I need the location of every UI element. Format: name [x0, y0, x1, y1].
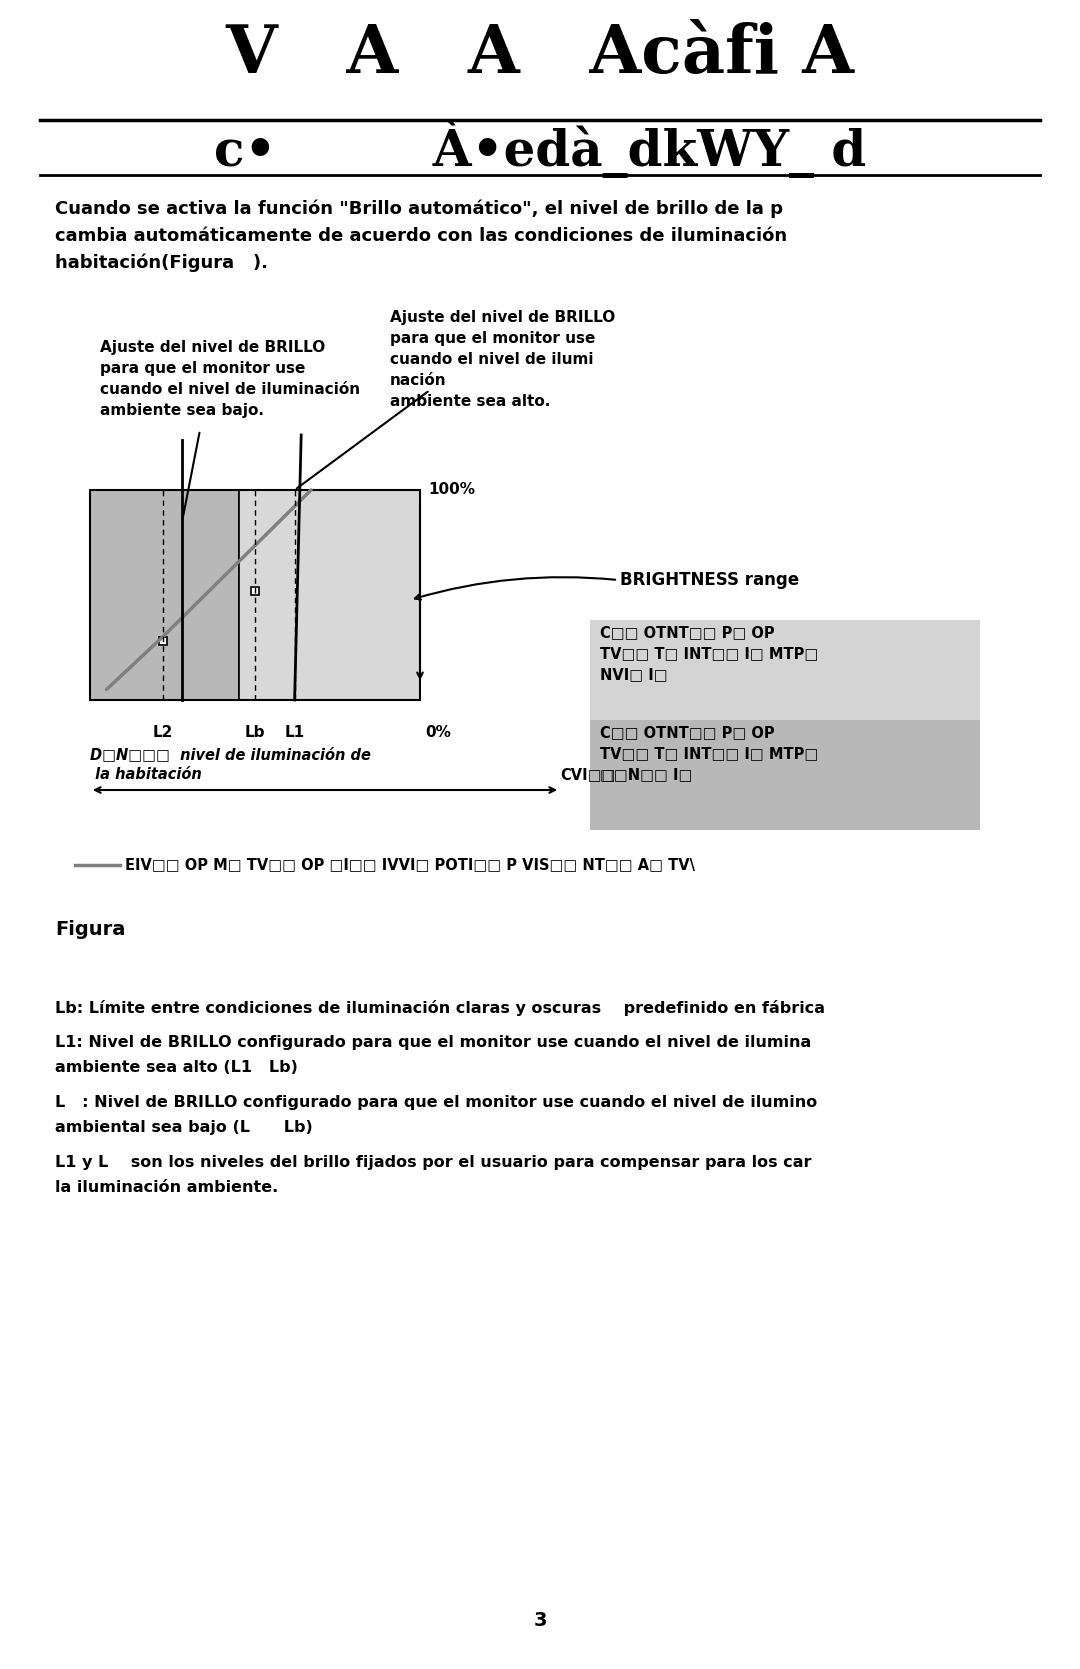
Text: 0%: 0% [426, 724, 450, 739]
Text: 100%: 100% [428, 482, 475, 497]
Text: L   : Nivel de BRILLO configurado para que el monitor use cuando el nivel de ilu: L : Nivel de BRILLO configurado para que… [55, 1095, 818, 1110]
Text: Lb: Lb [245, 724, 266, 739]
Text: Lb: Límite entre condiciones de iluminación claras y oscuras    predefinido en f: Lb: Límite entre condiciones de iluminac… [55, 1000, 825, 1016]
Bar [239, 491, 420, 699]
Text: CVI□□: CVI□□ [561, 768, 616, 783]
Text: Ajuste del nivel de BRILLO
para que el monitor use
cuando el nivel de ilumi
naci: Ajuste del nivel de BRILLO para que el m… [390, 310, 616, 409]
Text: BRIGHTNESS range: BRIGHTNESS range [620, 571, 799, 589]
Bar [90, 491, 420, 699]
Text: ambiental sea bajo (L      Lb): ambiental sea bajo (L Lb) [55, 1120, 313, 1135]
Bar [590, 719, 980, 829]
Text: C□□ OTNT□□ P□ OP
TV□□ T□ INT□□ I□ MTP□
□□N□□ I□: C□□ OTNT□□ P□ OP TV□□ T□ INT□□ I□ MTP□ □… [600, 724, 819, 783]
Text: c•         À•edà_dkWY_ d: c• À•edà_dkWY_ d [214, 118, 866, 177]
Text: V   A   A   Acàfi A: V A A Acàfi A [226, 22, 854, 87]
Bar [159, 638, 166, 646]
Text: Cuando se activa la función "Brillo automático", el nivel de brillo de la p
camb: Cuando se activa la función "Brillo auto… [55, 200, 787, 272]
Text: Figura: Figura [55, 920, 125, 940]
Bar [590, 619, 980, 719]
Text: la iluminación ambiente.: la iluminación ambiente. [55, 1180, 279, 1195]
Text: L1 y L    son los niveles del brillo fijados por el usuario para compensar para : L1 y L son los niveles del brillo fijado… [55, 1155, 811, 1170]
Text: EIV□□ OP M□ TV□□ OP □I□□ IVVI□ POTI□□ P VIS□□ NT□□ A□ TV\: EIV□□ OP M□ TV□□ OP □I□□ IVVI□ POTI□□ P … [125, 858, 696, 873]
Text: D□N□□□  nivel de iluminación de
 la habitación: D□N□□□ nivel de iluminación de la habita… [90, 748, 370, 783]
Text: ambiente sea alto (L1   Lb): ambiente sea alto (L1 Lb) [55, 1060, 298, 1075]
Text: L1: L1 [284, 724, 305, 739]
Text: C□□ OTNT□□ P□ OP
TV□□ T□ INT□□ I□ MTP□
NVI□ I□: C□□ OTNT□□ P□ OP TV□□ T□ INT□□ I□ MTP□ N… [600, 624, 819, 683]
Text: L2: L2 [152, 724, 173, 739]
Bar [90, 491, 239, 699]
Text: 3: 3 [534, 1611, 546, 1629]
Text: Ajuste del nivel de BRILLO
para que el monitor use
cuando el nivel de iluminació: Ajuste del nivel de BRILLO para que el m… [100, 340, 360, 417]
Bar [251, 587, 259, 594]
Text: L1: Nivel de BRILLO configurado para que el monitor use cuando el nivel de ilumi: L1: Nivel de BRILLO configurado para que… [55, 1035, 811, 1050]
